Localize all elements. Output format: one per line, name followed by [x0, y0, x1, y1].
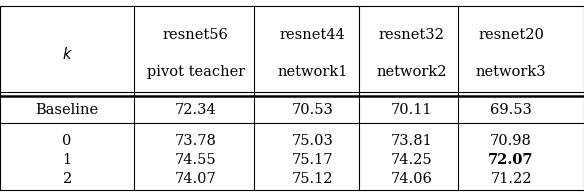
Text: 73.81: 73.81 — [391, 134, 433, 148]
Text: 73.78: 73.78 — [175, 134, 217, 148]
Text: 75.17: 75.17 — [291, 153, 333, 167]
Text: 75.12: 75.12 — [291, 172, 333, 186]
Text: 69.53: 69.53 — [490, 103, 532, 117]
Text: 0: 0 — [62, 134, 72, 148]
Text: network1: network1 — [277, 65, 347, 79]
Text: 71.22: 71.22 — [490, 172, 532, 186]
Text: 70.98: 70.98 — [490, 134, 532, 148]
Text: 74.06: 74.06 — [391, 172, 433, 186]
Text: 74.25: 74.25 — [391, 153, 433, 167]
Text: resnet20: resnet20 — [478, 28, 544, 42]
Text: 72.34: 72.34 — [175, 103, 217, 117]
Text: 75.03: 75.03 — [291, 134, 333, 148]
Text: pivot teacher: pivot teacher — [147, 65, 245, 79]
Text: 74.55: 74.55 — [175, 153, 217, 167]
Text: resnet56: resnet56 — [163, 28, 228, 42]
Text: 1: 1 — [62, 153, 72, 167]
Text: 2: 2 — [62, 172, 72, 186]
Text: 74.07: 74.07 — [175, 172, 217, 186]
Text: 70.11: 70.11 — [391, 103, 433, 117]
Text: resnet32: resnet32 — [379, 28, 444, 42]
Text: $k$: $k$ — [62, 46, 72, 62]
Text: resnet44: resnet44 — [280, 28, 345, 42]
Text: network3: network3 — [476, 65, 546, 79]
Text: network2: network2 — [377, 65, 447, 79]
Text: 72.07: 72.07 — [488, 153, 534, 167]
Text: 70.53: 70.53 — [291, 103, 333, 117]
Text: Baseline: Baseline — [36, 103, 99, 117]
